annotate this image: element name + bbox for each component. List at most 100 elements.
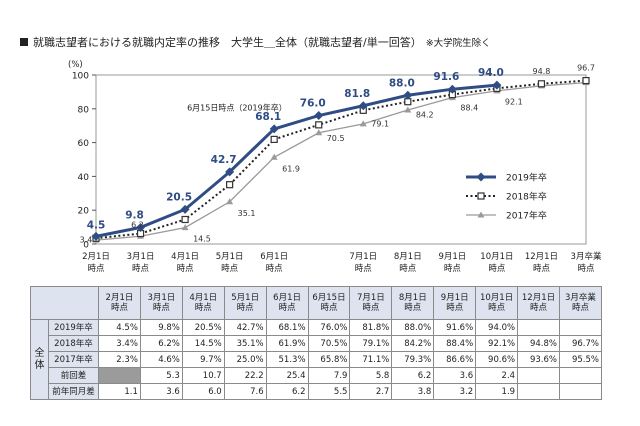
legend-label: 2019年卒 [506, 172, 547, 184]
table-header-cell: 3月卒業 時点 [558, 286, 603, 320]
series-1-point [447, 84, 457, 94]
table-cell: 5.8 [349, 367, 393, 384]
series-line-3 [95, 81, 587, 241]
table-cell: 3.4% [98, 335, 141, 352]
y-tick-label: 0 [83, 241, 89, 251]
series-1-data-label: 9.8 [125, 209, 144, 221]
x-tick-label: 時点 [87, 264, 105, 274]
x-tick-label: 時点 [444, 264, 462, 274]
table-cell: 3.8 [391, 383, 435, 400]
series-3-point [315, 129, 323, 136]
table-cell: 9.8% [139, 319, 183, 336]
y-tick-label: 80 [78, 105, 90, 115]
series-2-point [270, 135, 278, 143]
x-tick-label: 時点 [132, 264, 150, 274]
x-tick-label: 9月1日 [438, 252, 466, 262]
series-2-data-label: 3.4 [80, 235, 93, 244]
y-axis-unit: (%) [68, 60, 83, 70]
table-cell: 94.0% [475, 319, 519, 336]
table-cell: 5.3 [139, 367, 183, 384]
table-cell: 3.2 [433, 383, 477, 400]
series-2-point [226, 181, 234, 189]
legend-label: 2018年卒 [506, 191, 547, 203]
table-header-cell: 6月15日 時点 [307, 286, 351, 320]
table-header-cell: 8月1日 時点 [391, 286, 435, 320]
x-tick-label: 時点 [266, 264, 284, 274]
series-2-data-label: 6.2 [131, 221, 144, 230]
x-tick-label: 2月1日 [82, 252, 110, 262]
series-1-data-label: 88.0 [389, 77, 415, 89]
series-2-data-label: 94.8 [533, 67, 551, 76]
table-cell: 6.2 [265, 383, 309, 400]
table-cell: 6.2% [139, 335, 183, 352]
title-note: ※大学院生除く [425, 38, 491, 49]
x-tick-label: 時点 [533, 264, 551, 274]
x-tick-label: 時点 [221, 264, 239, 274]
table-cell: 76.0% [307, 319, 351, 336]
annotation-label: 6月15日時点（2019年卒） [187, 103, 287, 113]
table-cell: 14.5% [181, 335, 225, 352]
series-1-data-label: 94.0 [478, 67, 504, 79]
table-cell [558, 367, 603, 384]
series-1-data-label: 42.7 [211, 154, 237, 166]
table-row-label: 2018年卒 [48, 335, 99, 352]
y-tick-label: 60 [78, 139, 90, 149]
x-tick-label: 10月1日 [480, 252, 513, 262]
table-header-row: 2月1日 時点 3月1日 時点 4月1日 時点 5月1日 時点 6月1日 時点 6月15日 時点 7月1… [30, 286, 603, 320]
table-cell [558, 383, 603, 400]
table-group-label: 全体 [30, 319, 49, 400]
x-tick-label: 3月1日 [127, 252, 155, 262]
x-tick-label: 4月1日 [171, 252, 199, 262]
x-tick-label: 3月卒業 [571, 251, 602, 262]
table-cell: 6.2 [391, 367, 435, 384]
x-tick-label: 時点 [355, 264, 373, 274]
x-tick-label: 8月1日 [394, 252, 422, 262]
series-2-data-label: 70.5 [327, 134, 345, 143]
table-row: 全体 2019年卒 4.5% 9.8% 20.5% 42.7% 68.1% 76.0% 81.8… [30, 319, 603, 400]
table-cell: 20.5% [181, 319, 225, 336]
legend-marker-3 [477, 211, 485, 218]
table-row-label: 2019年卒 [48, 319, 99, 336]
table-cell: 42.7% [223, 319, 267, 336]
data-table: 2月1日 時点 3月1日 時点 4月1日 時点 5月1日 時点 6月1日 時点 6月15日 時点 7月1… [30, 286, 603, 400]
table-cell: 10.7 [181, 367, 225, 384]
plot-area [95, 74, 587, 245]
series-2-point [315, 121, 323, 129]
series-3-point [404, 106, 412, 113]
series-3-data-label: 14.5 [193, 235, 211, 244]
table-cell: 3.6 [433, 367, 477, 384]
table-cell: 3.6 [139, 383, 183, 400]
table-header-cell: 10月1日 時点 [475, 286, 519, 320]
series-1-point [314, 111, 324, 121]
series-1-point [269, 124, 279, 134]
table-header-cell: 9月1日 時点 [433, 286, 477, 320]
series-1-data-label: 91.6 [433, 71, 459, 83]
table-cell: 5.5 [307, 383, 351, 400]
series-2-point [582, 76, 590, 85]
table-cell: 4.5% [98, 319, 141, 336]
table-cell: 4.6% [139, 351, 183, 368]
table-cell: 81.8% [349, 319, 393, 336]
table-cell [517, 319, 560, 336]
table-cell: 2.7 [349, 383, 393, 400]
legend-marker-1 [476, 172, 486, 182]
table-header-cell: 2月1日 時点 [98, 286, 141, 320]
table-cell: 6.0 [181, 383, 225, 400]
table-cell: 2.3% [98, 351, 141, 368]
table-header-cell: 5月1日 時点 [223, 286, 267, 320]
series-1-point [91, 231, 101, 241]
table-cell: 88.0% [391, 319, 435, 336]
title-square-icon [20, 38, 28, 46]
y-tick-label: 20 [78, 207, 90, 217]
table-cell: 25.4 [265, 367, 309, 384]
series-line-1 [95, 83, 498, 238]
table-row: 2017年卒 2.3% 4.6% 9.7% 25.0% 51.3% 65.8% 71.1% 79… [31, 351, 603, 368]
table-cell: 9.7% [181, 351, 225, 368]
series-1-data-label: 20.5 [166, 191, 192, 203]
series-1-point [180, 204, 190, 214]
table-cell: 7.6 [223, 383, 267, 400]
y-tick-label: 40 [78, 173, 90, 183]
x-tick-label: 時点 [177, 264, 195, 274]
series-3-point [226, 198, 234, 205]
